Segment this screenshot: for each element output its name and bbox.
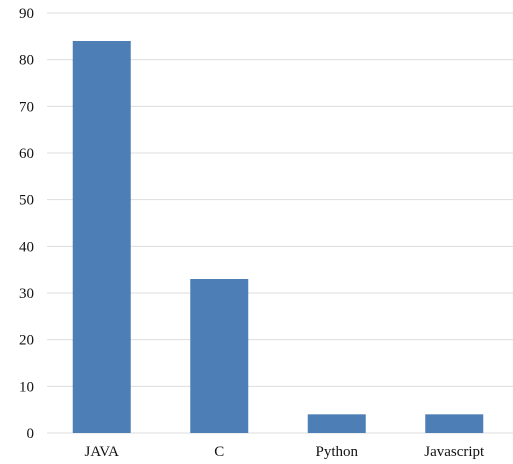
- x-tick-label: JAVA: [85, 444, 120, 460]
- x-tick-label: C: [214, 444, 224, 460]
- y-tick-label: 20: [19, 333, 34, 349]
- y-tick-label: 50: [19, 193, 34, 209]
- y-tick-label: 0: [27, 426, 35, 442]
- y-tick-label: 80: [19, 53, 34, 69]
- y-tick-label: 30: [19, 286, 34, 302]
- y-tick-label: 10: [19, 379, 34, 395]
- x-tick-label: Javascript: [424, 444, 485, 460]
- y-axis-ticks: 0 10 20 30 40 50 60 70 80 90: [19, 6, 34, 442]
- y-tick-label: 60: [19, 146, 34, 162]
- y-tick-label: 40: [19, 239, 34, 255]
- x-tick-label: Python: [315, 444, 358, 460]
- bar-python: [307, 414, 366, 433]
- bar-javascript: [425, 414, 484, 433]
- y-tick-label: 70: [19, 99, 34, 115]
- y-tick-label: 90: [19, 6, 34, 22]
- x-axis-ticks: JAVA C Python Javascript: [85, 444, 486, 460]
- bars: [72, 41, 484, 433]
- bar-java: [72, 41, 131, 433]
- bar-c: [190, 279, 249, 433]
